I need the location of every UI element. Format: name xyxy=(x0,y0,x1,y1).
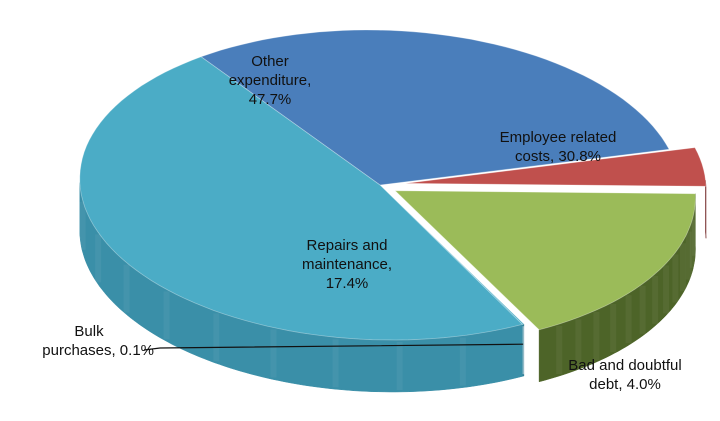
label-employee-related-costs: Employee related costs, 30.8% xyxy=(499,129,617,165)
slice-employee-related-costs xyxy=(200,29,670,186)
slice-side-1 xyxy=(705,180,707,239)
slice-side-4 xyxy=(79,182,523,393)
label-bulk-purchases: Bulk purchases, 0.1% xyxy=(42,323,154,359)
label-repairs-and-maintenance: Repairs and maintenance, 17.4% xyxy=(301,237,393,292)
slice-bad-and-doubtful-debt xyxy=(405,147,707,187)
label-bad-and-doubtful-debt: Bad and doubtful debt, 4.0% xyxy=(568,357,682,393)
slice-other-expenditure xyxy=(79,56,524,341)
leader-line-bulk-purchases xyxy=(143,343,524,351)
label-other-expenditure: Other expenditure, 47.7% xyxy=(228,53,312,108)
slice-repairs-and-maintenance xyxy=(394,190,696,331)
